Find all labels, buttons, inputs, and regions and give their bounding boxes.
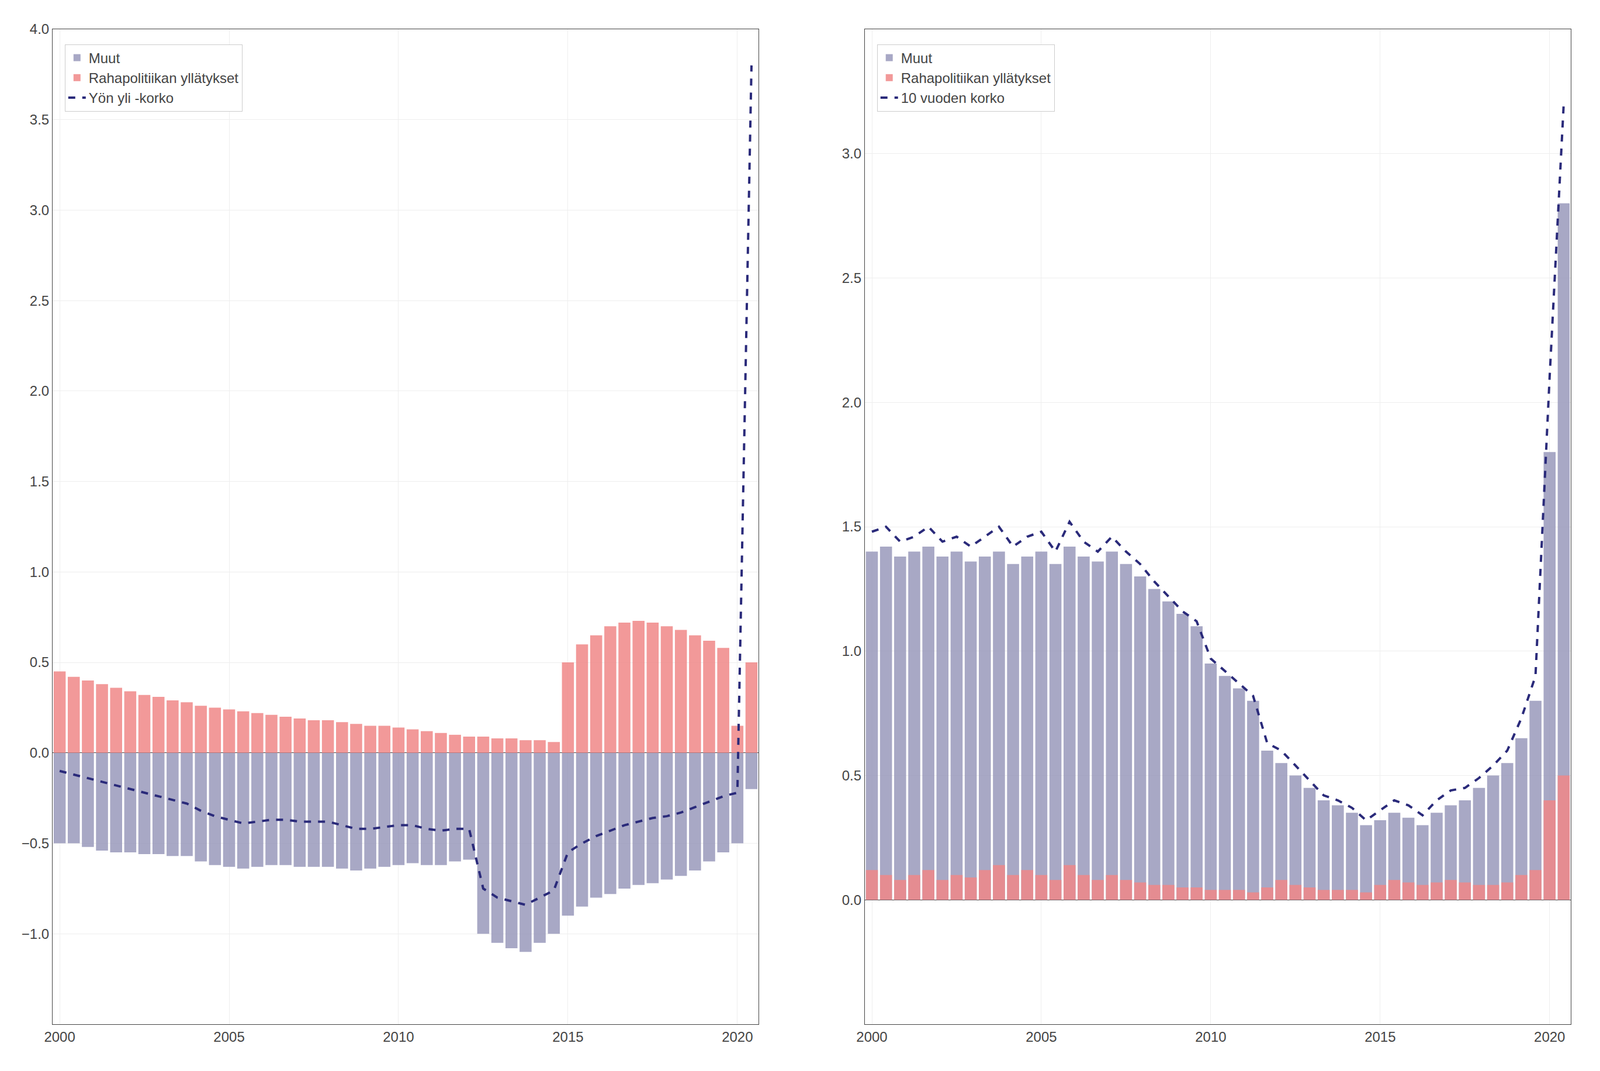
svg-text:0.5: 0.5 <box>842 767 862 784</box>
svg-text:−1.0: −1.0 <box>21 925 50 942</box>
svg-text:1.5: 1.5 <box>842 518 862 535</box>
svg-text:2000: 2000 <box>856 1028 888 1045</box>
svg-text:2000: 2000 <box>43 1028 75 1045</box>
svg-text:2020: 2020 <box>1533 1028 1565 1045</box>
svg-text:Rahapolitiikan yllätykset: Rahapolitiikan yllätykset <box>88 70 239 86</box>
svg-text:0.0: 0.0 <box>29 744 50 761</box>
svg-text:0.0: 0.0 <box>842 891 862 908</box>
svg-text:2015: 2015 <box>552 1028 584 1045</box>
svg-text:2.0: 2.0 <box>29 382 50 399</box>
svg-text:2010: 2010 <box>1195 1028 1227 1045</box>
svg-text:0.5: 0.5 <box>29 653 50 670</box>
svg-text:1.0: 1.0 <box>29 563 50 580</box>
svg-text:3.0: 3.0 <box>842 145 862 162</box>
svg-text:Rahapolitiikan yllätykset: Rahapolitiikan yllätykset <box>901 70 1051 86</box>
svg-text:3.0: 3.0 <box>29 202 50 218</box>
svg-text:2005: 2005 <box>213 1028 245 1045</box>
svg-text:2015: 2015 <box>1364 1028 1396 1045</box>
svg-text:10 vuoden korko: 10 vuoden korko <box>901 89 1005 106</box>
svg-text:Muut: Muut <box>88 50 121 67</box>
svg-text:Yön yli -korko: Yön yli -korko <box>88 89 174 106</box>
svg-text:3.5: 3.5 <box>29 111 50 128</box>
svg-text:2020: 2020 <box>721 1028 753 1045</box>
svg-text:Muut: Muut <box>901 50 933 67</box>
svg-text:2.5: 2.5 <box>29 292 50 309</box>
svg-text:2010: 2010 <box>382 1028 414 1045</box>
svg-text:2005: 2005 <box>1025 1028 1057 1045</box>
svg-text:4.0: 4.0 <box>29 21 50 37</box>
svg-text:−0.5: −0.5 <box>21 835 50 851</box>
svg-text:1.0: 1.0 <box>842 642 862 659</box>
svg-text:1.5: 1.5 <box>29 473 50 490</box>
svg-text:2.5: 2.5 <box>842 269 862 286</box>
svg-text:2.0: 2.0 <box>842 394 862 411</box>
